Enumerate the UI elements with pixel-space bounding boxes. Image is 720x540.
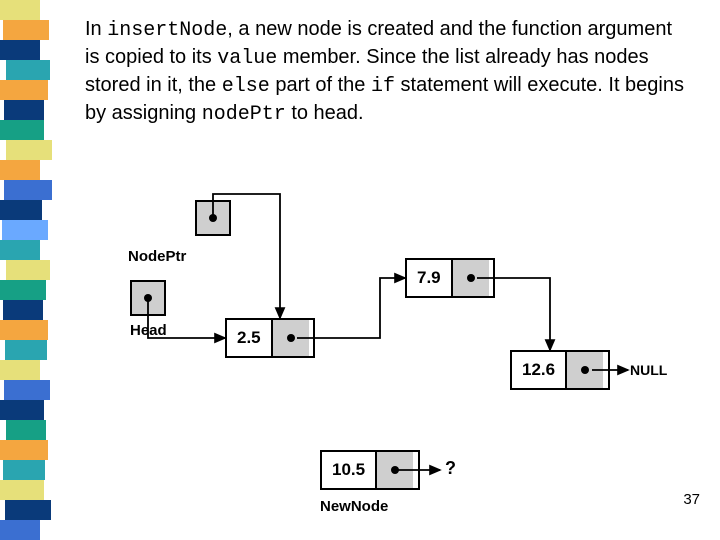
pointer-dot	[581, 366, 589, 374]
nodeptr-box	[195, 200, 231, 236]
page-number: 37	[683, 491, 700, 508]
null-label: NULL	[630, 362, 667, 378]
pointer-dot	[391, 466, 399, 474]
list-node-3: 12.6	[510, 350, 610, 390]
head-box	[130, 280, 166, 316]
node-value: 12.6	[512, 352, 567, 388]
node-pointer	[453, 260, 489, 296]
linked-list-diagram: 2.5 7.9 12.6 10.5 NodePtr Head NewNode N…	[0, 0, 720, 540]
question-mark: ?	[445, 458, 456, 479]
node-value: 10.5	[322, 452, 377, 488]
head-label: Head	[130, 322, 167, 339]
new-node: 10.5	[320, 450, 420, 490]
node-pointer	[273, 320, 309, 356]
pointer-dot	[209, 214, 217, 222]
nodeptr-label: NodePtr	[128, 248, 186, 265]
node-value: 7.9	[407, 260, 453, 296]
pointer-dot	[287, 334, 295, 342]
list-node-2: 7.9	[405, 258, 495, 298]
pointer-dot	[467, 274, 475, 282]
pointer-dot	[144, 294, 152, 302]
node-pointer	[567, 352, 603, 388]
node-pointer	[377, 452, 413, 488]
node-value: 2.5	[227, 320, 273, 356]
list-node-1: 2.5	[225, 318, 315, 358]
newnode-label: NewNode	[320, 498, 388, 515]
